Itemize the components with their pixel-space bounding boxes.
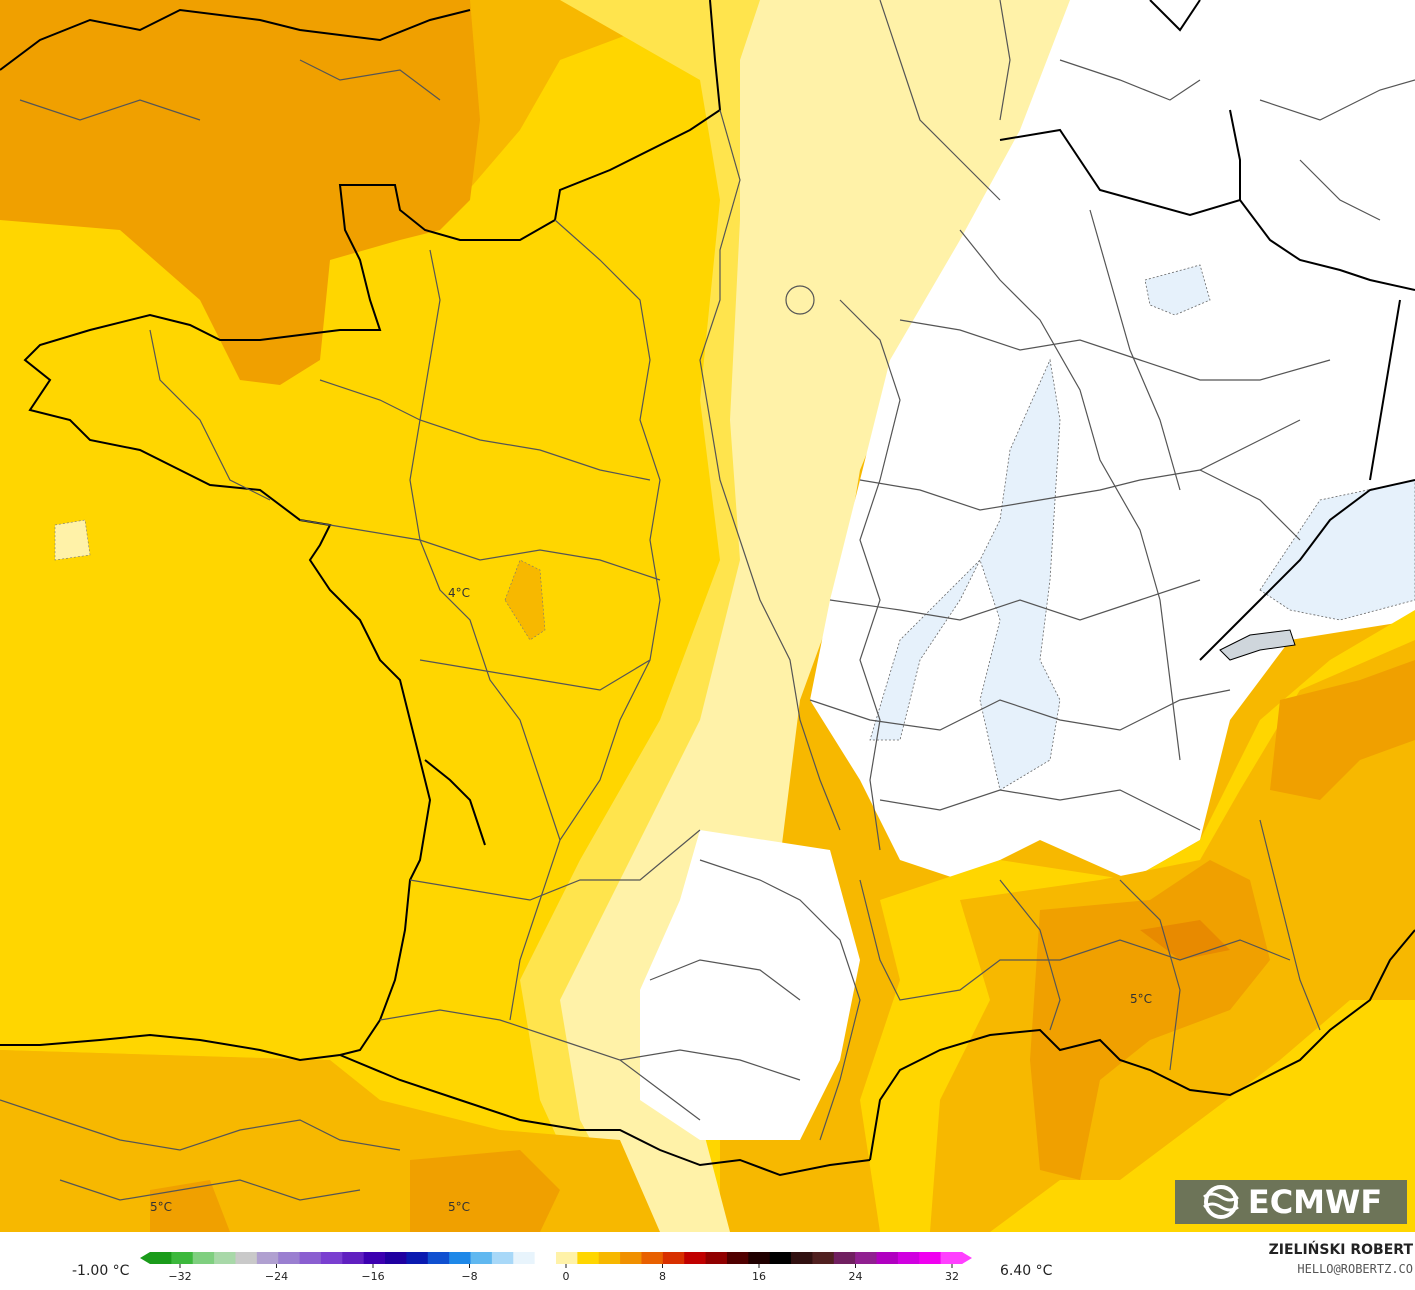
colorbar-cell (748, 1252, 771, 1264)
colorbar-cell (342, 1252, 365, 1264)
colorbar-cell (556, 1252, 578, 1264)
colorbar-cell (620, 1252, 642, 1264)
author-email: HELLO@ROBERTZ.CO (1297, 1262, 1413, 1276)
colorbar-cell (876, 1252, 899, 1264)
colorbar-cell (235, 1252, 258, 1264)
colorbar-cell (577, 1252, 600, 1264)
yellow-zone-west (0, 330, 270, 960)
colorbar-cell (641, 1252, 664, 1264)
temperature-map: 4°C 5°C 5°C 5°C ECMWF (0, 0, 1415, 1232)
colorbar-tick-label: 32 (945, 1270, 959, 1283)
ice-patch-2 (1144, 264, 1211, 316)
temp-label-spain-west: 5°C (150, 1200, 173, 1214)
warm-alps-dark (1270, 660, 1415, 800)
colorbar-cell (534, 1252, 557, 1264)
channel-orange (0, 0, 480, 385)
coastlines (0, 0, 1415, 1177)
colorbar-cell (449, 1252, 472, 1264)
colorbar-cell (812, 1252, 835, 1264)
ecmwf-logo-icon (1200, 1185, 1242, 1219)
colorbar-cell (919, 1252, 942, 1264)
cold-zone (810, 0, 1415, 880)
orange-patch-center (504, 559, 546, 641)
colorbar-cell (278, 1252, 301, 1264)
colorbar-cell (897, 1252, 920, 1264)
footer: -1.00 °C −32 −24 −16 −8 0 8 16 24 32 6.40 °C ZIE… (0, 1232, 1415, 1287)
colorbar-cells (140, 1252, 972, 1264)
colorbar-cell (598, 1252, 621, 1264)
colorbar-cell (705, 1252, 728, 1264)
colorbar-cell (662, 1252, 685, 1264)
colorbar-cell (214, 1252, 236, 1264)
colorbar-cell (491, 1252, 514, 1264)
colorbar-cell (299, 1252, 322, 1264)
colorbar-cell (855, 1252, 878, 1264)
colorbar-cell (940, 1252, 963, 1264)
spain-dark (410, 1150, 560, 1232)
yellow-zone (0, 0, 720, 1232)
colorbar-arrow-left (140, 1252, 150, 1264)
temp-label-spain-east: 5°C (448, 1200, 471, 1214)
colorbar-cell (150, 1252, 172, 1264)
colorbar-cell (363, 1252, 386, 1264)
colorbar-cell (256, 1252, 279, 1264)
author-credit: ZIELIŃSKI ROBERT (1268, 1242, 1413, 1258)
ice-patch-3 (1259, 479, 1415, 621)
colorbar-cell (833, 1252, 856, 1264)
ecmwf-logo: ECMWF (1175, 1180, 1407, 1224)
colorbar-tick-label: 16 (752, 1270, 766, 1283)
colorbar-cell (192, 1252, 215, 1264)
map-canvas (0, 0, 1415, 1232)
colorbar-tick-label: −24 (265, 1270, 288, 1283)
colorbar-min-label: -1.00 °C (72, 1263, 130, 1279)
colorbar: −32 −24 −16 −8 0 8 16 24 32 (140, 1252, 972, 1283)
colorbar-ticks: −32 −24 −16 −8 0 8 16 24 32 (168, 1264, 959, 1283)
colorbar-cell (513, 1252, 536, 1264)
ice-patch-1 (869, 358, 1061, 791)
colorbar-cell (684, 1252, 707, 1264)
colorbar-cell (320, 1252, 343, 1264)
colorbar-cell (385, 1252, 407, 1264)
colorbar-cell (427, 1252, 450, 1264)
spain-dark-2 (150, 1180, 230, 1232)
colorbar-cell (470, 1252, 493, 1264)
pale-patch-atlantic (54, 519, 91, 561)
colorbar-cell (769, 1252, 792, 1264)
lake-geneva (1219, 629, 1296, 661)
temp-label-center: 4°C (448, 586, 471, 600)
temp-label-southeast: 5°C (1130, 992, 1153, 1006)
colorbar-tick-label: −8 (461, 1270, 477, 1283)
admin-borders (0, 0, 1415, 1201)
colorbar-tick-label: 0 (563, 1270, 570, 1283)
cold-zone-south (640, 830, 860, 1140)
colorbar-cell (406, 1252, 429, 1264)
colorbar-cell (171, 1252, 194, 1264)
colorbar-cell (791, 1252, 813, 1264)
colorbar-tick-label: −32 (168, 1270, 191, 1283)
colorbar-arrow-right (962, 1252, 972, 1264)
paris-ring (785, 285, 815, 315)
colorbar-tick-label: 8 (659, 1270, 666, 1283)
colorbar-tick-label: −16 (361, 1270, 384, 1283)
colorbar-cell (726, 1252, 749, 1264)
colorbar-tick-label: 24 (849, 1270, 863, 1283)
ecmwf-logo-text: ECMWF (1247, 1183, 1383, 1221)
colorbar-max-label: 6.40 °C (1000, 1263, 1053, 1279)
